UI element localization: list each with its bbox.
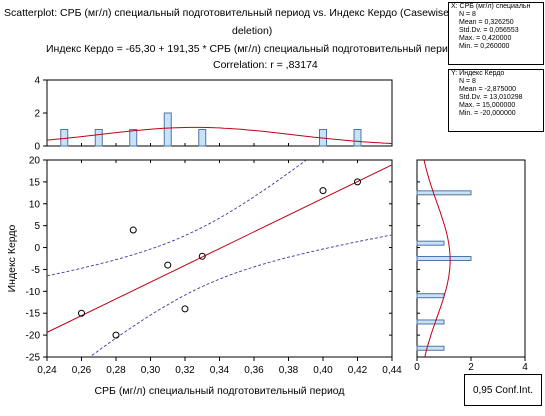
y-tick-label: 10 [29,199,41,210]
hist-x-tick-label: 2 [468,362,474,373]
x-tick-label: 0,30 [141,365,161,376]
x-stats-line: X: СРБ (мг/л) специальн [451,3,531,10]
data-point [354,178,361,186]
x-stats-line: Max. = 0,420000 [459,34,512,42]
y-tick-label: -20 [26,331,41,342]
x-normal-curve [46,126,393,145]
y-tick-label: -25 [26,353,41,364]
hist-y-tick-label: 0 [34,142,40,153]
y-stats-line: Std.Dv. = 13,010298 [459,93,523,101]
regression-line [46,164,393,333]
x-histogram-bar [129,129,138,147]
upper-confidence-band [46,160,307,277]
y-histogram-bar [416,240,445,246]
y-tick-label: 15 [29,177,41,188]
y-histogram-bar [416,345,445,351]
x-stats-line: Std.Dv. = 0,056553 [459,26,519,34]
x-tick-label: 0,32 [175,365,195,376]
y-histogram-bar [416,256,472,261]
regression-equation: Индекс Кердо = -65,30 + 191,35 * СРБ (мг… [46,43,460,55]
x-tick-label: 0,34 [210,365,230,376]
y-stats-line: Max. = 15,000000 [459,101,516,109]
x-tick-label: 0,40 [313,365,333,376]
lower-confidence-band [91,234,393,356]
hist-y-tick-label: 2 [34,109,40,120]
y-stats-box: Y: Индекс Кердо N = 8 Mean = -2,875000 S… [448,69,544,132]
conf-int-legend: 0,95 Conf.Int. [464,374,542,406]
y-tick-label: 0 [34,243,40,254]
y-histogram-bar [416,319,445,325]
y-histogram-bar [416,293,445,299]
x-histogram-bar [163,112,172,147]
x-stats-box: X: СРБ (мг/л) специальн N = 8 Mean = 0,3… [448,2,544,65]
data-point [198,252,206,260]
data-point [78,309,85,317]
hist-x-tick-label: 0 [414,362,420,373]
y-stats-line: Mean = -2,875000 [459,85,517,93]
x-axis-label: СРБ (мг/л) специальный подготовительный … [94,385,344,397]
y-tick-label: -15 [26,309,41,320]
y-stats-line: Y: Индекс Кердо [451,70,505,77]
data-point [112,331,120,339]
data-point [129,226,137,234]
x-histogram-bar [353,129,362,147]
y-tick-label: -5 [31,265,40,276]
correlation-label: Correlation: r = ,83174 [213,59,318,71]
hist-x-tick-label: 4 [522,362,528,373]
x-histogram-bar [198,129,207,147]
y-tick-label: 20 [29,156,41,167]
x-tick-label: 0,26 [72,365,92,376]
data-point [164,261,172,269]
y-histogram-bar [416,190,472,196]
x-tick-label: 0,24 [37,365,57,376]
x-tick-label: 0,38 [279,365,299,376]
x-tick-label: 0,28 [106,365,126,376]
y-tick-label: 5 [34,221,40,232]
x-stats-line: N = 8 [459,10,476,18]
x-tick-label: 0,36 [244,365,264,376]
hist-y-tick-label: 4 [34,76,40,87]
y-axis-label: Индекс Кердо [6,224,18,292]
y-tick-label: -10 [26,287,41,298]
data-point [319,187,327,195]
x-stats-line: Min. = 0,260000 [459,42,510,50]
data-point [181,305,189,313]
y-normal-curve [423,159,451,358]
x-histogram-bar [94,129,103,147]
x-tick-label: 0,42 [348,365,368,376]
x-tick-label: 0,44 [382,365,402,376]
y-stats-line: Min. = -20,000000 [459,109,516,117]
y-stats-line: N = 8 [459,77,476,85]
chart-title-line-2: deletion) [232,25,273,37]
chart-title-line-1: Scatterplot: СРБ (мг/л) специальный подг… [4,7,469,19]
x-stats-line: Mean = 0,326250 [459,18,514,26]
